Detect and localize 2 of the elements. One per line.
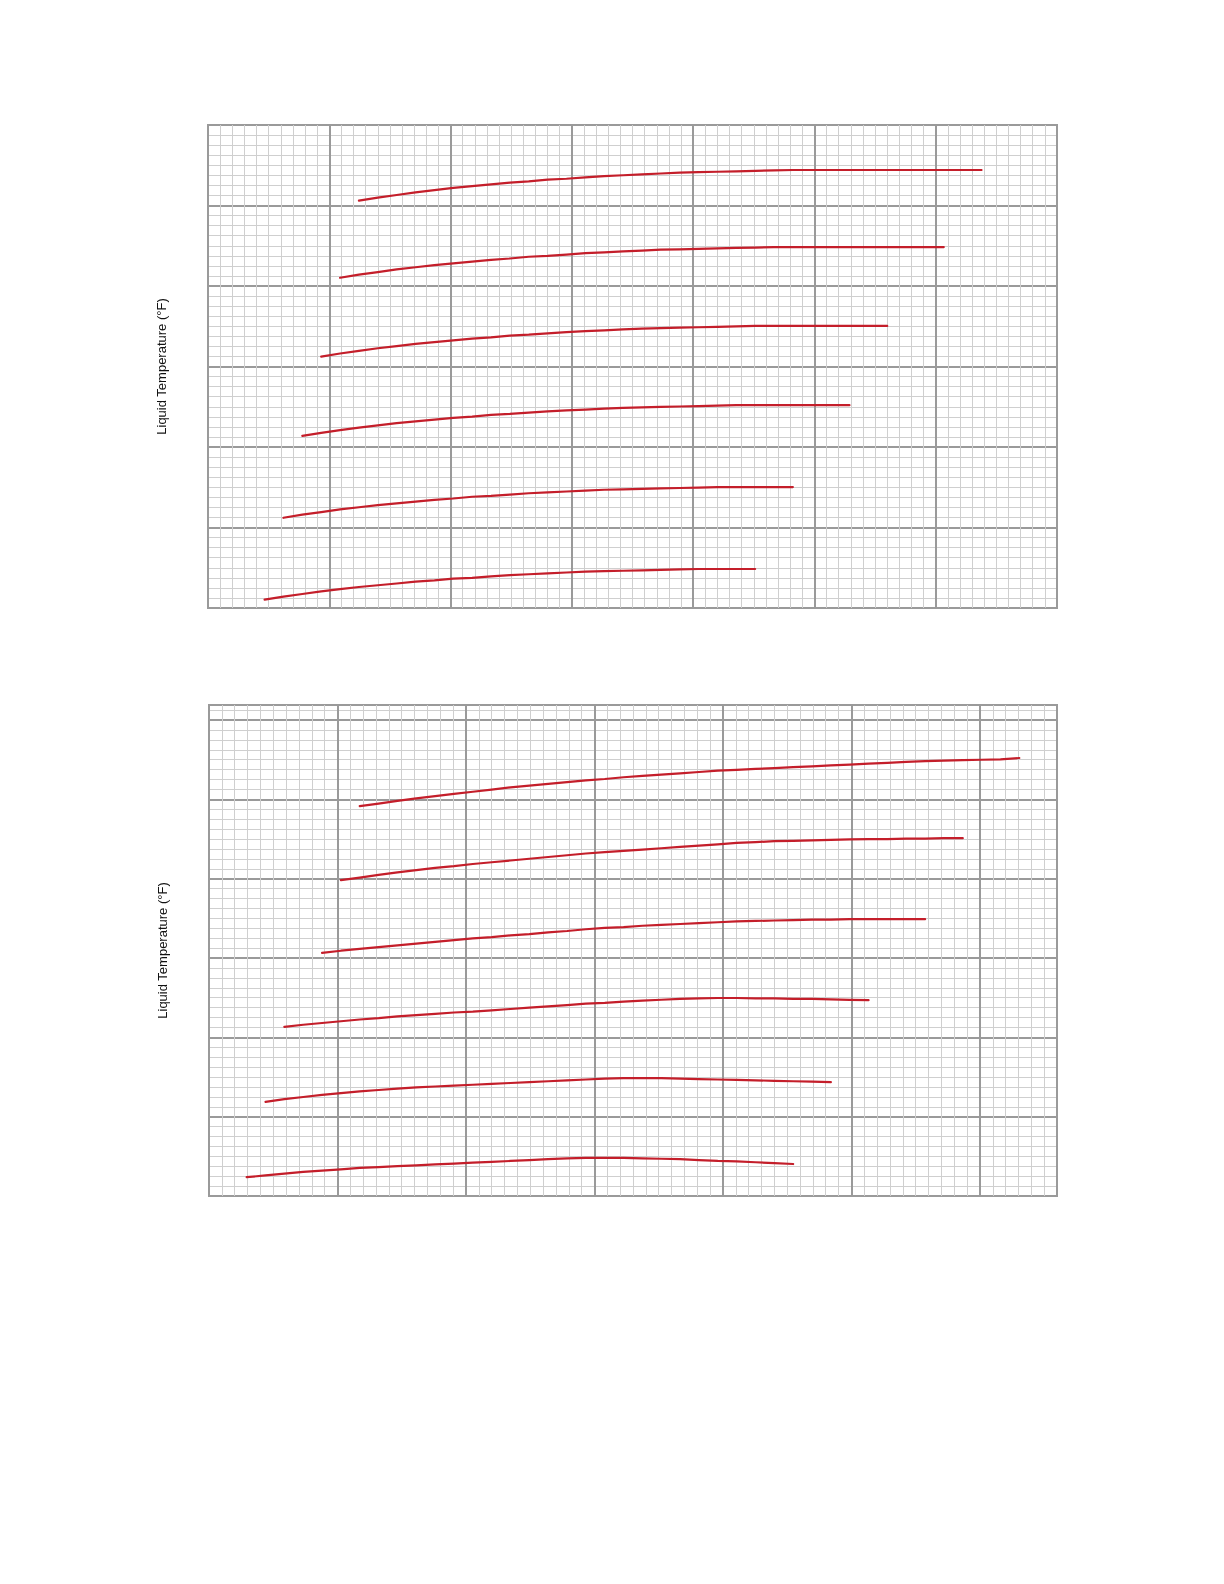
y-axis-title: Liquid Temperature (°F) [154, 298, 169, 435]
y-axis-title: Liquid Temperature (°F) [155, 882, 170, 1019]
